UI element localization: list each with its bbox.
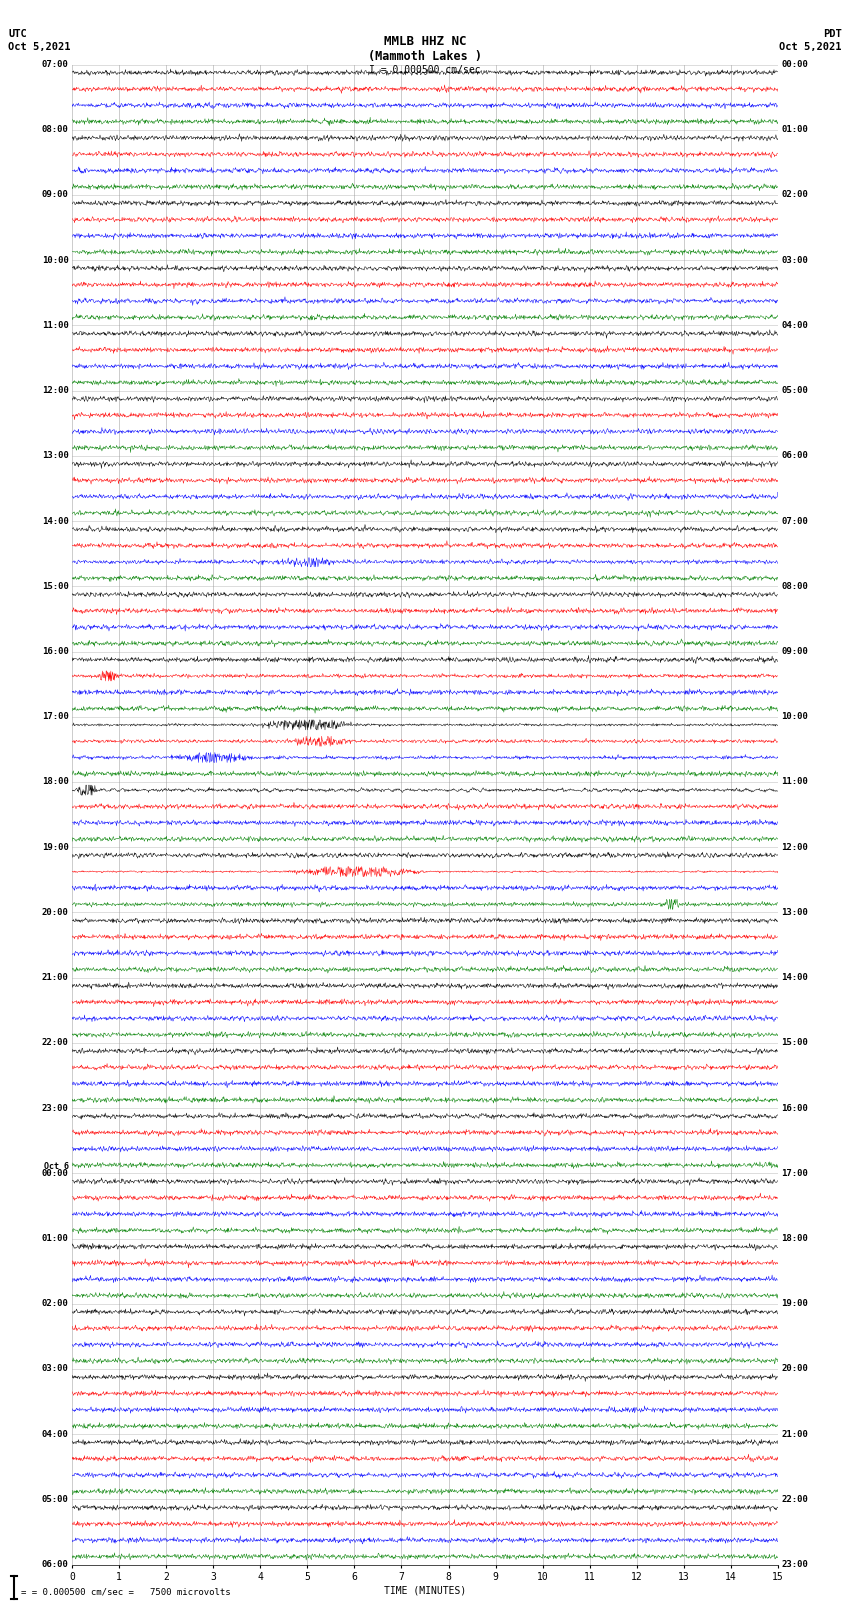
Text: = = 0.000500 cm/sec =   7500 microvolts: = = 0.000500 cm/sec = 7500 microvolts (21, 1587, 231, 1597)
Text: 19:00: 19:00 (781, 1298, 808, 1308)
Text: 03:00: 03:00 (781, 256, 808, 265)
Text: I = 0.000500 cm/sec: I = 0.000500 cm/sec (369, 65, 481, 74)
Text: 12:00: 12:00 (781, 842, 808, 852)
Text: 05:00: 05:00 (781, 386, 808, 395)
Text: 10:00: 10:00 (42, 256, 69, 265)
Text: UTC: UTC (8, 29, 27, 39)
Text: 02:00: 02:00 (42, 1298, 69, 1308)
Text: 22:00: 22:00 (781, 1495, 808, 1503)
Text: 06:00: 06:00 (781, 452, 808, 460)
Text: 01:00: 01:00 (42, 1234, 69, 1244)
Text: 21:00: 21:00 (42, 973, 69, 982)
Text: Oct 6: Oct 6 (43, 1161, 69, 1171)
Text: 02:00: 02:00 (781, 190, 808, 200)
Text: 05:00: 05:00 (42, 1495, 69, 1503)
Text: 07:00: 07:00 (781, 516, 808, 526)
Text: 21:00: 21:00 (781, 1429, 808, 1439)
Text: 04:00: 04:00 (42, 1429, 69, 1439)
Text: 03:00: 03:00 (42, 1365, 69, 1373)
Text: MMLB HHZ NC: MMLB HHZ NC (383, 35, 467, 48)
Text: 08:00: 08:00 (781, 582, 808, 590)
Text: Oct 5,2021: Oct 5,2021 (8, 42, 71, 52)
Text: 13:00: 13:00 (781, 908, 808, 916)
Text: 23:00: 23:00 (781, 1560, 808, 1569)
Text: 14:00: 14:00 (42, 516, 69, 526)
Text: Oct 5,2021: Oct 5,2021 (779, 42, 842, 52)
X-axis label: TIME (MINUTES): TIME (MINUTES) (384, 1586, 466, 1595)
Text: 18:00: 18:00 (42, 777, 69, 787)
Text: 20:00: 20:00 (781, 1365, 808, 1373)
Text: 10:00: 10:00 (781, 713, 808, 721)
Text: 16:00: 16:00 (781, 1103, 808, 1113)
Text: 00:00: 00:00 (781, 60, 808, 69)
Text: 11:00: 11:00 (42, 321, 69, 331)
Text: PDT: PDT (823, 29, 842, 39)
Text: 18:00: 18:00 (781, 1234, 808, 1244)
Text: 00:00: 00:00 (42, 1169, 69, 1177)
Text: 19:00: 19:00 (42, 842, 69, 852)
Text: 17:00: 17:00 (42, 713, 69, 721)
Text: 17:00: 17:00 (781, 1169, 808, 1177)
Text: 04:00: 04:00 (781, 321, 808, 331)
Text: 08:00: 08:00 (42, 126, 69, 134)
Text: 09:00: 09:00 (42, 190, 69, 200)
Text: 22:00: 22:00 (42, 1039, 69, 1047)
Text: 15:00: 15:00 (42, 582, 69, 590)
Text: 23:00: 23:00 (42, 1103, 69, 1113)
Text: 14:00: 14:00 (781, 973, 808, 982)
Text: (Mammoth Lakes ): (Mammoth Lakes ) (368, 50, 482, 63)
Text: 06:00: 06:00 (42, 1560, 69, 1569)
Text: 15:00: 15:00 (781, 1039, 808, 1047)
Text: 11:00: 11:00 (781, 777, 808, 787)
Text: 16:00: 16:00 (42, 647, 69, 656)
Text: 09:00: 09:00 (781, 647, 808, 656)
Text: 07:00: 07:00 (42, 60, 69, 69)
Text: 20:00: 20:00 (42, 908, 69, 916)
Text: 01:00: 01:00 (781, 126, 808, 134)
Text: 12:00: 12:00 (42, 386, 69, 395)
Text: 13:00: 13:00 (42, 452, 69, 460)
